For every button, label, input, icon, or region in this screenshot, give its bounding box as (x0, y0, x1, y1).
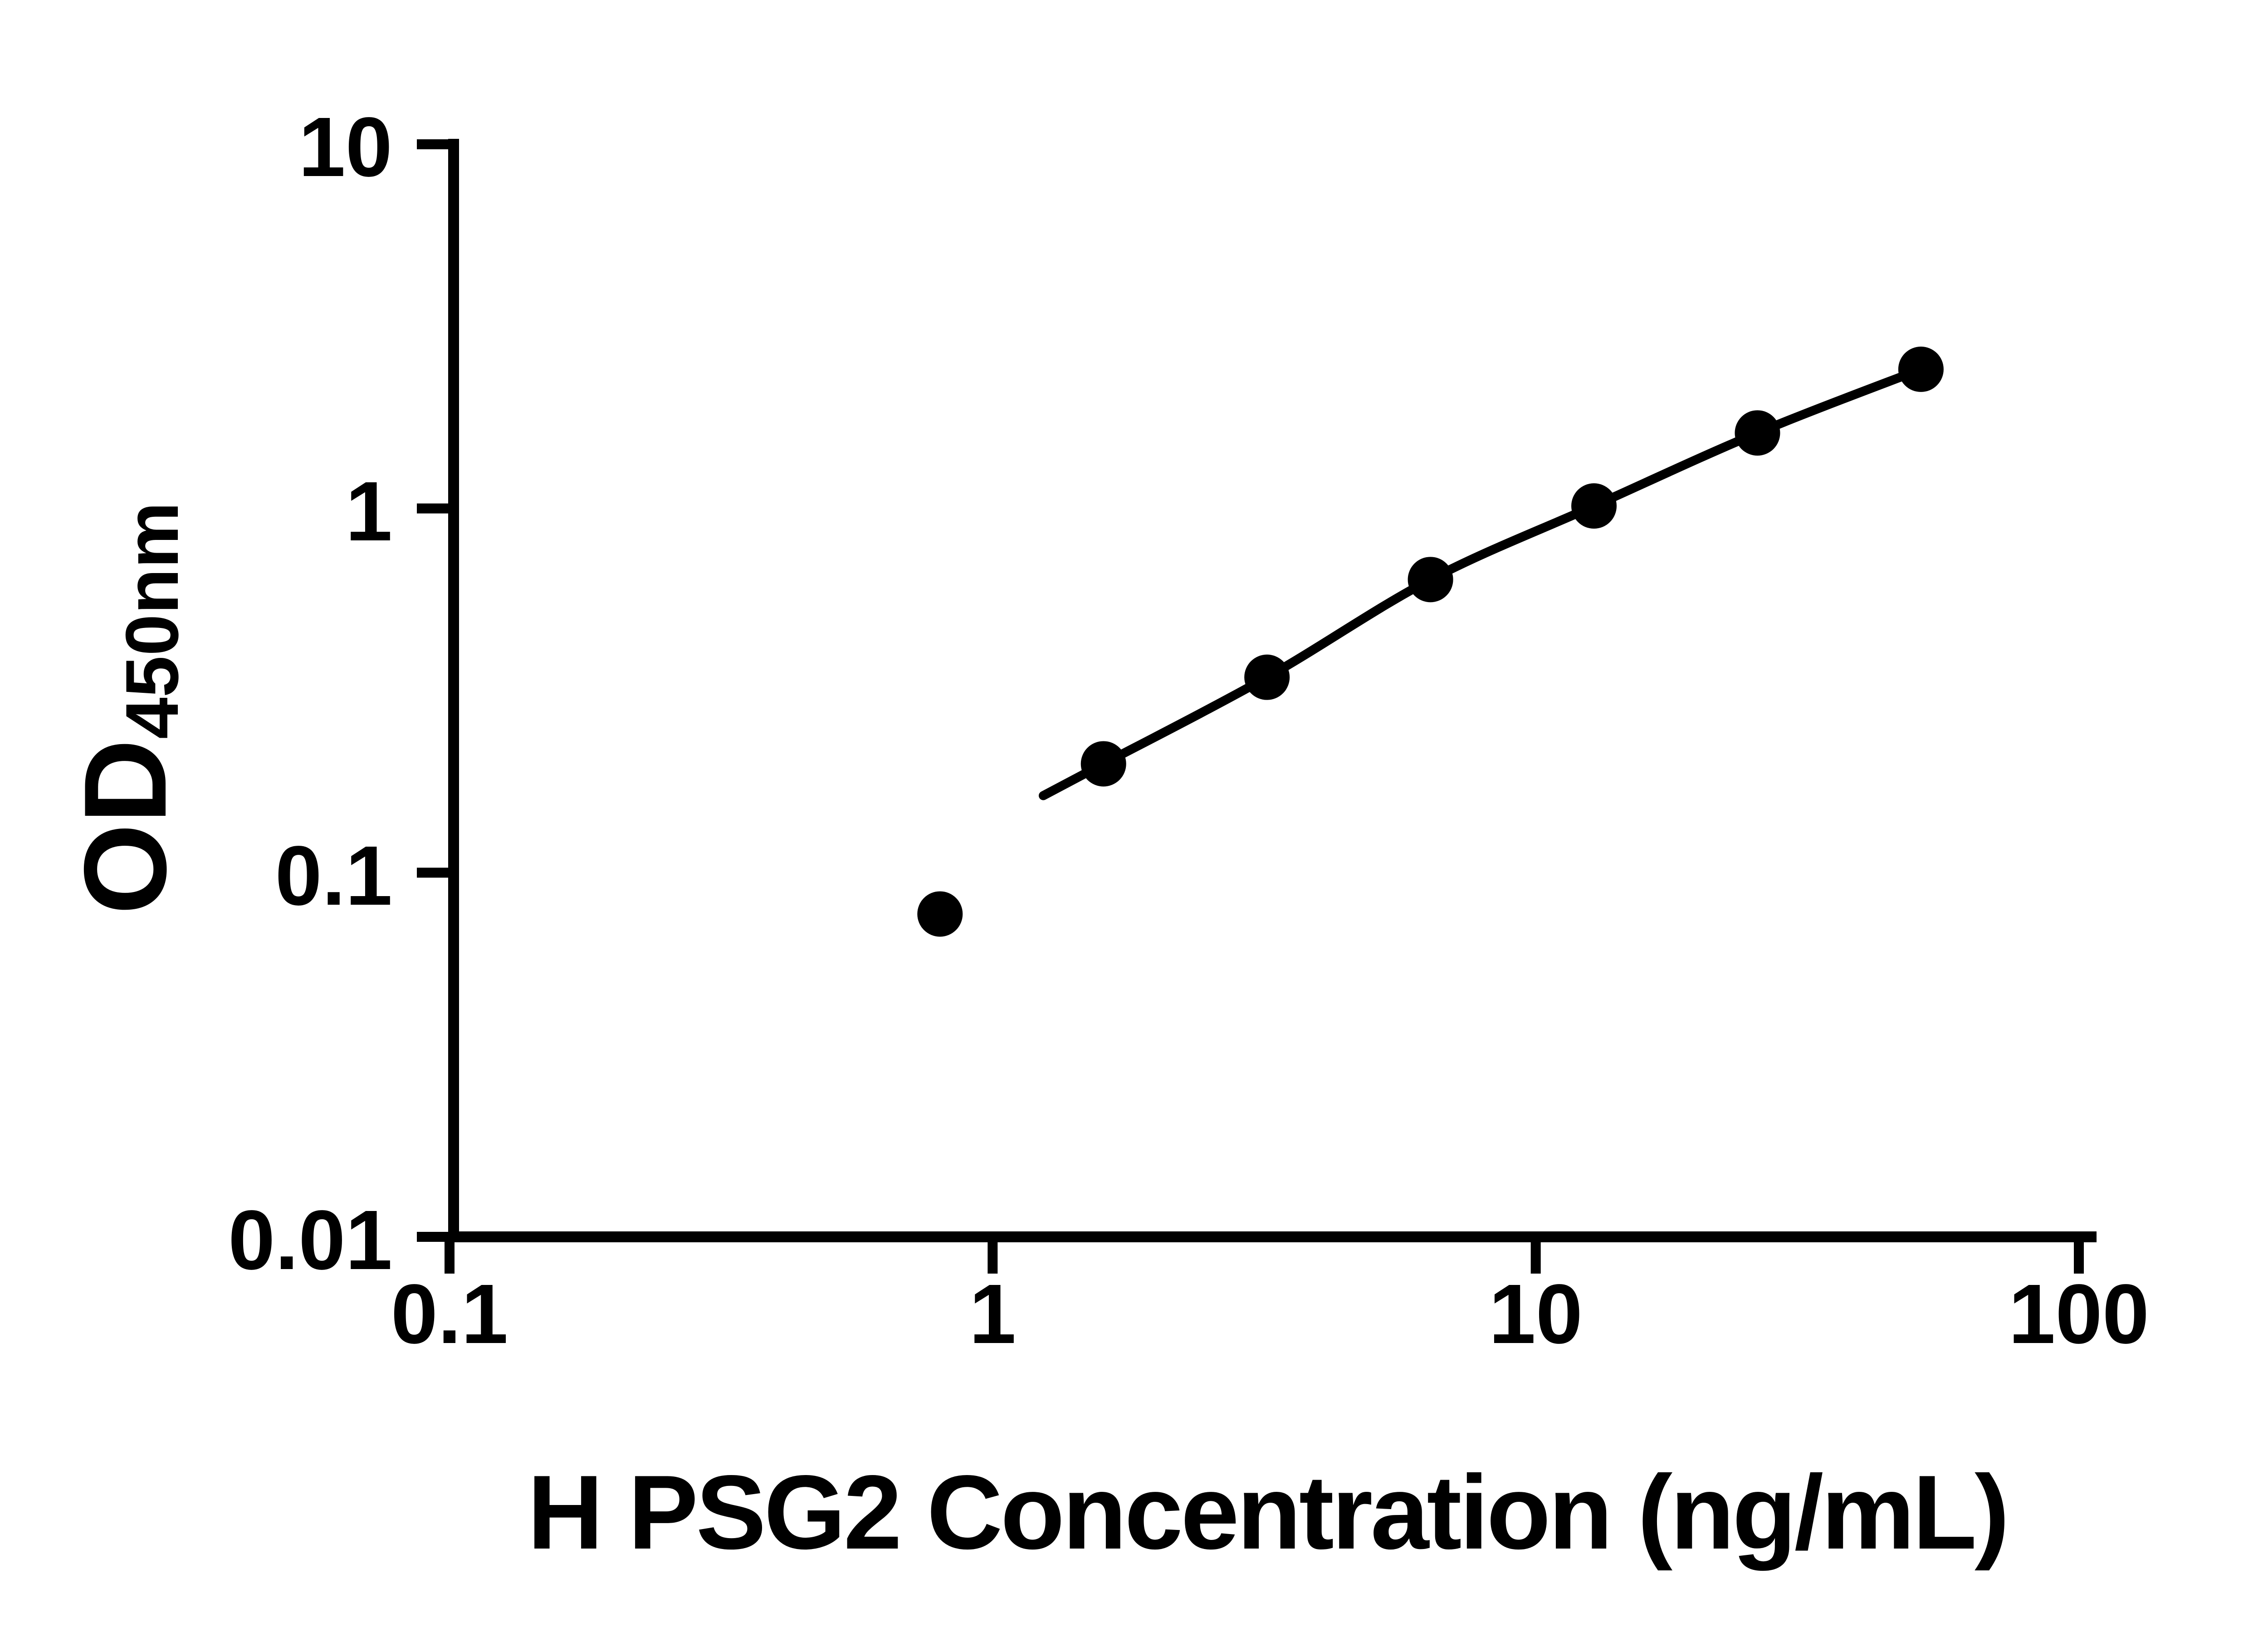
svg-text:10: 10 (1489, 1267, 1583, 1361)
svg-text:0.01: 0.01 (228, 1193, 392, 1287)
svg-text:0.1: 0.1 (275, 829, 392, 923)
svg-text:H PSG2 Concentration (ng/mL): H PSG2 Concentration (ng/mL) (528, 1454, 2008, 1571)
svg-text:1: 1 (969, 1267, 1016, 1361)
svg-text:0.1: 0.1 (391, 1267, 508, 1361)
svg-text:10: 10 (298, 100, 392, 194)
svg-text:1: 1 (346, 465, 392, 559)
svg-text:100: 100 (2009, 1267, 2149, 1361)
